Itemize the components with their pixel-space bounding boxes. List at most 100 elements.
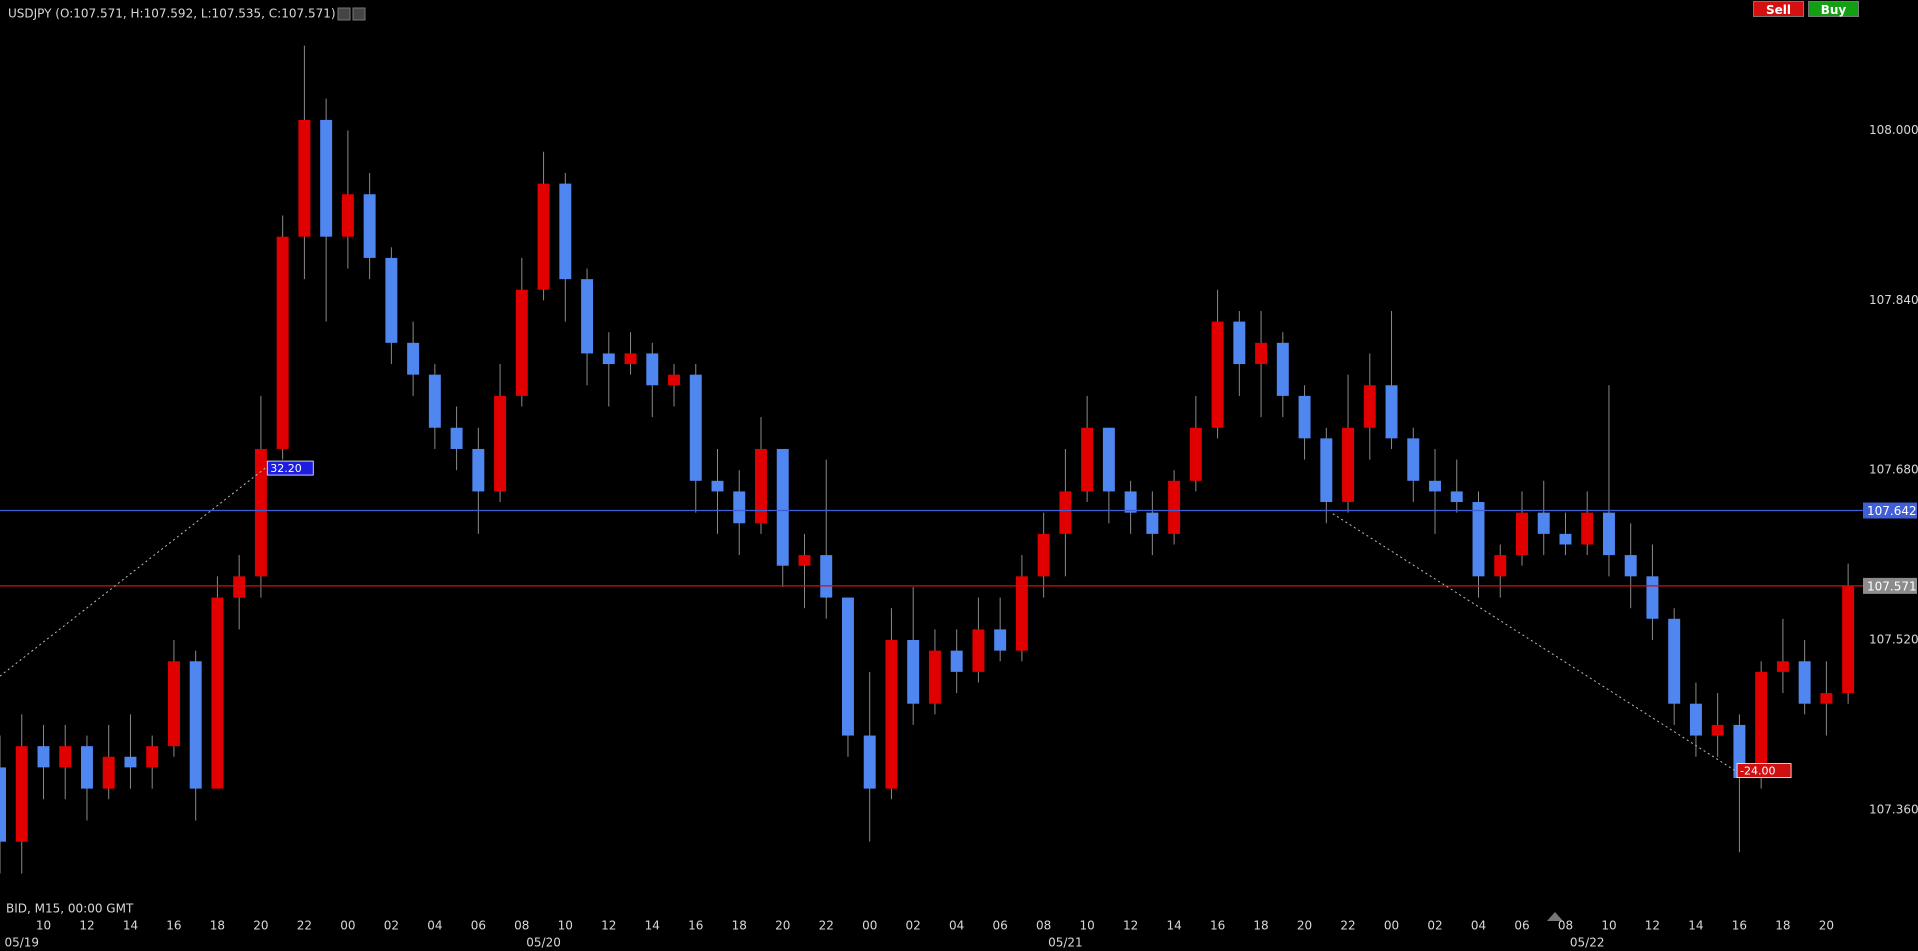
candle-body — [1668, 618, 1681, 704]
candle-body — [1624, 555, 1637, 577]
footer: BID, M15, 00:00 GMT — [6, 902, 134, 916]
price-tag — [1863, 577, 1917, 594]
candle-body — [1602, 512, 1615, 556]
x-tick-label: 16 — [1732, 919, 1747, 933]
sell-button[interactable]: Sell — [1753, 1, 1804, 17]
candle-body — [907, 640, 920, 704]
y-tick-label: 107.520 — [1869, 633, 1918, 647]
candle-body — [1407, 438, 1420, 481]
candle-body — [689, 374, 702, 481]
candle-body — [1559, 533, 1572, 545]
candle-body — [559, 183, 572, 280]
candle-body — [1211, 321, 1224, 428]
candle-body — [1472, 502, 1485, 577]
icon[interactable] — [352, 7, 366, 21]
x-tick-label: 20 — [1297, 919, 1312, 933]
candle-body — [80, 746, 93, 789]
candle-body — [407, 342, 420, 375]
x-tick-label: 10 — [36, 919, 51, 933]
candle-body — [820, 555, 833, 598]
x-tick-label: 22 — [819, 919, 834, 933]
candle-body — [1820, 693, 1833, 704]
y-tick-label: 107.360 — [1869, 802, 1918, 816]
x-tick-label: 20 — [253, 919, 268, 933]
x-tick-label: 12 — [1645, 919, 1660, 933]
candle-body — [1516, 512, 1528, 556]
candle-body — [1842, 585, 1855, 694]
y-tick-label: 108.000 — [1869, 123, 1918, 137]
candle-body — [1776, 661, 1789, 672]
marker — [1547, 912, 1563, 921]
candle-body — [776, 448, 789, 566]
price-tag — [1863, 502, 1917, 519]
x-tick-label: 00 — [1384, 919, 1399, 933]
candle-body — [320, 119, 333, 237]
date-label: 05/19 — [4, 936, 39, 950]
x-tick-label: 20 — [1819, 919, 1834, 933]
candle-body — [189, 661, 202, 789]
candle-body — [1037, 533, 1050, 577]
candle-body — [515, 289, 528, 396]
candle-body — [1385, 385, 1398, 439]
x-tick-label: 18 — [1253, 919, 1268, 933]
candle-body — [1798, 661, 1811, 704]
candle-body — [298, 119, 311, 237]
candle-body — [124, 756, 137, 768]
x-tick-label: 22 — [297, 919, 312, 933]
price-tag-label: 107.571 — [1867, 579, 1917, 593]
icon[interactable] — [337, 7, 351, 21]
date-label: 05/22 — [1570, 936, 1605, 950]
candle-body — [1755, 671, 1768, 779]
x-tick-label: 14 — [1166, 919, 1181, 933]
x-tick-label: 00 — [340, 919, 355, 933]
x-tick-label: 10 — [1601, 919, 1616, 933]
x-tick-label: 04 — [949, 919, 964, 933]
candle-body — [59, 746, 72, 768]
candle-body — [1342, 427, 1355, 503]
candle-body — [211, 597, 224, 789]
candle-body — [1320, 438, 1333, 503]
x-tick-label: 06 — [1514, 919, 1529, 933]
candle-body — [1102, 427, 1115, 492]
candle-body — [1363, 385, 1376, 428]
x-tick-label: 10 — [1079, 919, 1094, 933]
x-tick-label: 22 — [1340, 919, 1355, 933]
candle-body — [885, 640, 898, 789]
candle-body — [450, 427, 463, 449]
x-tick-label: 06 — [993, 919, 1008, 933]
candle-body — [1059, 491, 1072, 534]
candle-body — [276, 236, 289, 449]
candle-body — [928, 650, 941, 704]
candle-body — [385, 257, 398, 343]
candle-body — [646, 353, 659, 386]
chart-title: USDJPY (O:107.571, H:107.592, L:107.535,… — [8, 7, 336, 21]
candle-body — [994, 629, 1007, 651]
x-tick-label: 16 — [1210, 919, 1225, 933]
trend-tag — [266, 460, 314, 476]
candle-body — [1124, 491, 1137, 513]
trend-tag-label: 32.20 — [270, 462, 302, 475]
candle-body — [841, 597, 854, 736]
candle-body — [1450, 491, 1463, 503]
candle-body — [1646, 576, 1659, 619]
candle-body — [1015, 576, 1028, 651]
candle-body — [341, 194, 354, 237]
candle-body — [1537, 512, 1550, 534]
x-tick-label: 14 — [645, 919, 660, 933]
x-tick-label: 10 — [558, 919, 573, 933]
x-tick-label: 02 — [1427, 919, 1442, 933]
candle-body — [1276, 342, 1289, 396]
candle-body — [1168, 480, 1181, 534]
x-tick-label: 00 — [862, 919, 877, 933]
x-tick-label: 18 — [732, 919, 747, 933]
candle-body — [167, 661, 180, 747]
x-tick-label: 18 — [1775, 919, 1790, 933]
candle-body — [233, 576, 246, 598]
buy-button[interactable]: Buy — [1808, 1, 1859, 17]
candle-body — [602, 353, 615, 365]
y-tick-label: 107.680 — [1869, 463, 1918, 477]
trend-tag — [1736, 763, 1792, 778]
x-tick-label: 12 — [1123, 919, 1138, 933]
x-tick-label: 20 — [775, 919, 790, 933]
x-tick-label: 08 — [514, 919, 529, 933]
